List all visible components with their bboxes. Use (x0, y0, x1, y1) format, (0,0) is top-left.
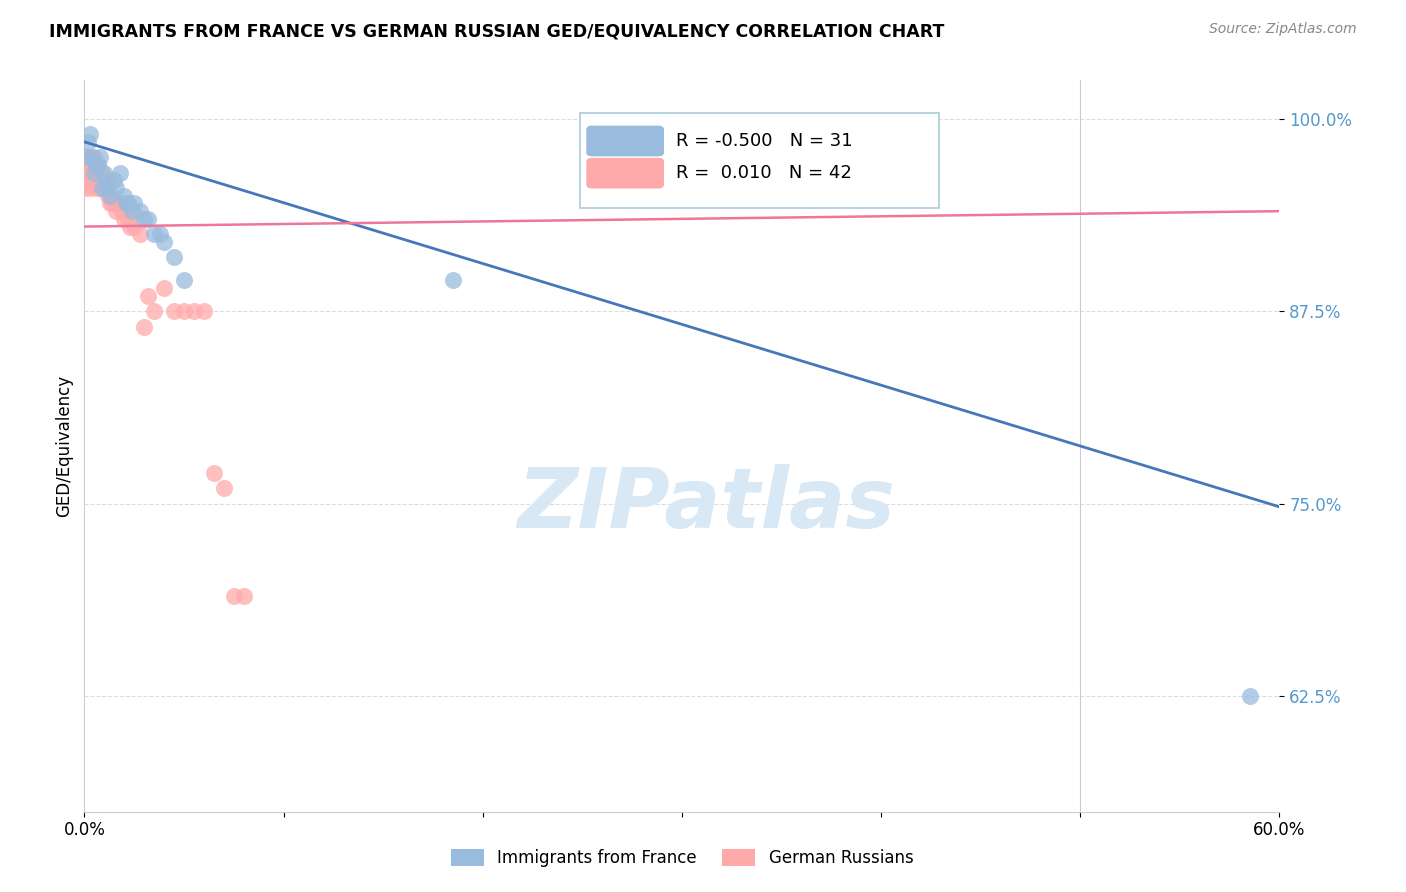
Point (129, 227, 152, 242)
Point (121, 204, 143, 219)
Point (202, 466, 225, 480)
Point (96, 181, 118, 195)
Point (183, 304, 205, 318)
Point (87, 158, 110, 172)
Point (97, 181, 120, 195)
Point (86, 173, 108, 187)
Legend: Immigrants from France, German Russians: Immigrants from France, German Russians (444, 842, 920, 874)
Point (75, 181, 97, 195)
Point (87, 181, 110, 195)
Point (98, 196, 121, 211)
Point (212, 481, 235, 495)
Point (75, 150, 97, 164)
Point (103, 196, 125, 211)
Point (111, 204, 134, 219)
FancyBboxPatch shape (586, 158, 664, 188)
Point (101, 196, 124, 211)
Point (117, 211, 139, 226)
Point (163, 251, 186, 265)
Point (83, 166, 105, 180)
Point (136, 289, 159, 303)
Text: R =  0.010   N = 42: R = 0.010 N = 42 (676, 164, 852, 182)
Y-axis label: GED/Equivalency: GED/Equivalency (55, 375, 73, 517)
Point (117, 196, 139, 211)
Point (82, 181, 104, 195)
Text: ZIPatlas: ZIPatlas (517, 464, 894, 545)
Point (91, 181, 114, 195)
Point (173, 273, 195, 287)
Point (93, 166, 115, 180)
Point (122, 196, 145, 211)
Point (132, 211, 156, 226)
Text: Source: ZipAtlas.com: Source: ZipAtlas.com (1209, 22, 1357, 37)
Point (103, 173, 125, 187)
Point (153, 235, 176, 249)
Point (110, 166, 132, 180)
Point (232, 589, 254, 603)
Point (75, 150, 97, 164)
Point (91, 166, 114, 180)
Point (143, 304, 166, 318)
Point (222, 589, 245, 603)
FancyBboxPatch shape (581, 113, 939, 209)
Point (115, 196, 138, 211)
Text: IMMIGRANTS FROM FRANCE VS GERMAN RUSSIAN GED/EQUIVALENCY CORRELATION CHART: IMMIGRANTS FROM FRANCE VS GERMAN RUSSIAN… (49, 22, 945, 40)
Point (120, 219, 142, 234)
Point (89, 150, 111, 164)
Point (79, 127, 101, 141)
Point (98, 188, 121, 202)
Point (77, 166, 100, 180)
Point (97, 188, 120, 202)
Point (79, 173, 101, 187)
Point (83, 166, 105, 180)
Point (82, 150, 104, 164)
Point (112, 188, 135, 202)
Point (143, 227, 166, 242)
Point (79, 158, 101, 172)
Text: R = -0.500   N = 31: R = -0.500 N = 31 (676, 132, 852, 150)
Point (110, 196, 132, 211)
Point (105, 204, 128, 219)
Point (89, 173, 111, 187)
Point (87, 158, 110, 172)
Point (86, 158, 108, 172)
Point (96, 173, 118, 187)
Point (77, 135, 100, 149)
Point (136, 211, 159, 226)
Point (193, 304, 215, 318)
Point (122, 219, 145, 234)
Point (132, 319, 156, 334)
FancyBboxPatch shape (586, 126, 664, 156)
Point (153, 281, 176, 295)
Point (112, 211, 135, 226)
Point (173, 304, 195, 318)
Point (83, 150, 105, 164)
Point (441, 273, 464, 287)
Point (1239, 690, 1261, 704)
Point (129, 204, 152, 219)
Point (149, 227, 172, 242)
Point (75, 166, 97, 180)
Point (105, 181, 128, 195)
Point (163, 304, 186, 318)
Point (91, 181, 114, 195)
Point (93, 181, 115, 195)
Point (77, 150, 100, 164)
